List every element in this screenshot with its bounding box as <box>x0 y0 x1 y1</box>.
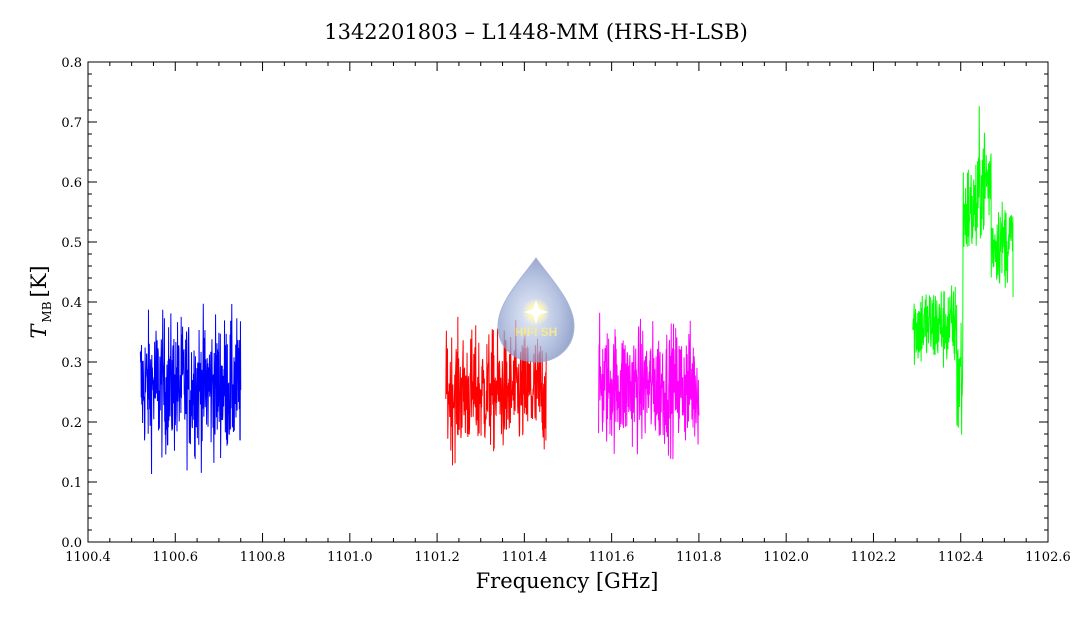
y-tick-labels: 0.0 0.1 0.2 0.3 0.4 0.5 0.6 0.7 0.8 <box>61 56 82 551</box>
y-tick-label: 0.3 <box>61 356 82 371</box>
series-layer <box>139 106 1014 474</box>
axis-ticks <box>87 61 1049 543</box>
y-tick-label: 0.0 <box>61 536 82 551</box>
x-tick-label: 1100.4 <box>65 550 111 565</box>
x-tick-label: 1101.4 <box>502 550 548 565</box>
svg-text:TMB[K]: TMB[K] <box>27 265 54 338</box>
x-tick-labels: 1100.4 1100.6 1100.8 1101.0 1101.2 1101.4 1101… <box>65 550 1071 565</box>
spectrum-series-3 <box>598 312 700 460</box>
x-tick-label: 1102.6 <box>1025 550 1071 565</box>
x-tick-label: 1102.2 <box>851 550 897 565</box>
x-tick-label: 1102.4 <box>938 550 984 565</box>
chart-title: 1342201803 – L1448-MM (HRS-H-LSB) <box>324 20 748 44</box>
x-tick-label: 1100.8 <box>240 550 286 565</box>
y-tick-label: 0.6 <box>61 176 82 191</box>
plot-frame <box>87 61 1049 543</box>
y-tick-label: 0.2 <box>61 416 82 431</box>
y-tick-label: 0.1 <box>61 476 82 491</box>
spectrum-series-2 <box>445 316 547 466</box>
x-tick-label: 1101.6 <box>589 550 635 565</box>
spectrum-series-4 <box>912 106 1014 435</box>
y-tick-label: 0.4 <box>61 296 82 311</box>
spectrum-series-1 <box>139 303 242 474</box>
y-tick-label: 0.5 <box>61 236 82 251</box>
x-tick-label: 1102.0 <box>763 550 809 565</box>
x-tick-label: 1100.6 <box>153 550 199 565</box>
y-tick-label: 0.8 <box>61 56 82 71</box>
x-tick-label: 1101.8 <box>676 550 722 565</box>
watermark-text: HIFI SH <box>515 325 558 339</box>
x-tick-label: 1101.2 <box>414 550 460 565</box>
x-tick-label: 1101.0 <box>327 550 373 565</box>
x-axis-label: Frequency [GHz] <box>476 569 659 593</box>
y-axis-label: TMB[K] <box>27 265 54 338</box>
y-tick-label: 0.7 <box>61 116 82 131</box>
drop-logo-icon: HIFI SH <box>497 257 575 363</box>
